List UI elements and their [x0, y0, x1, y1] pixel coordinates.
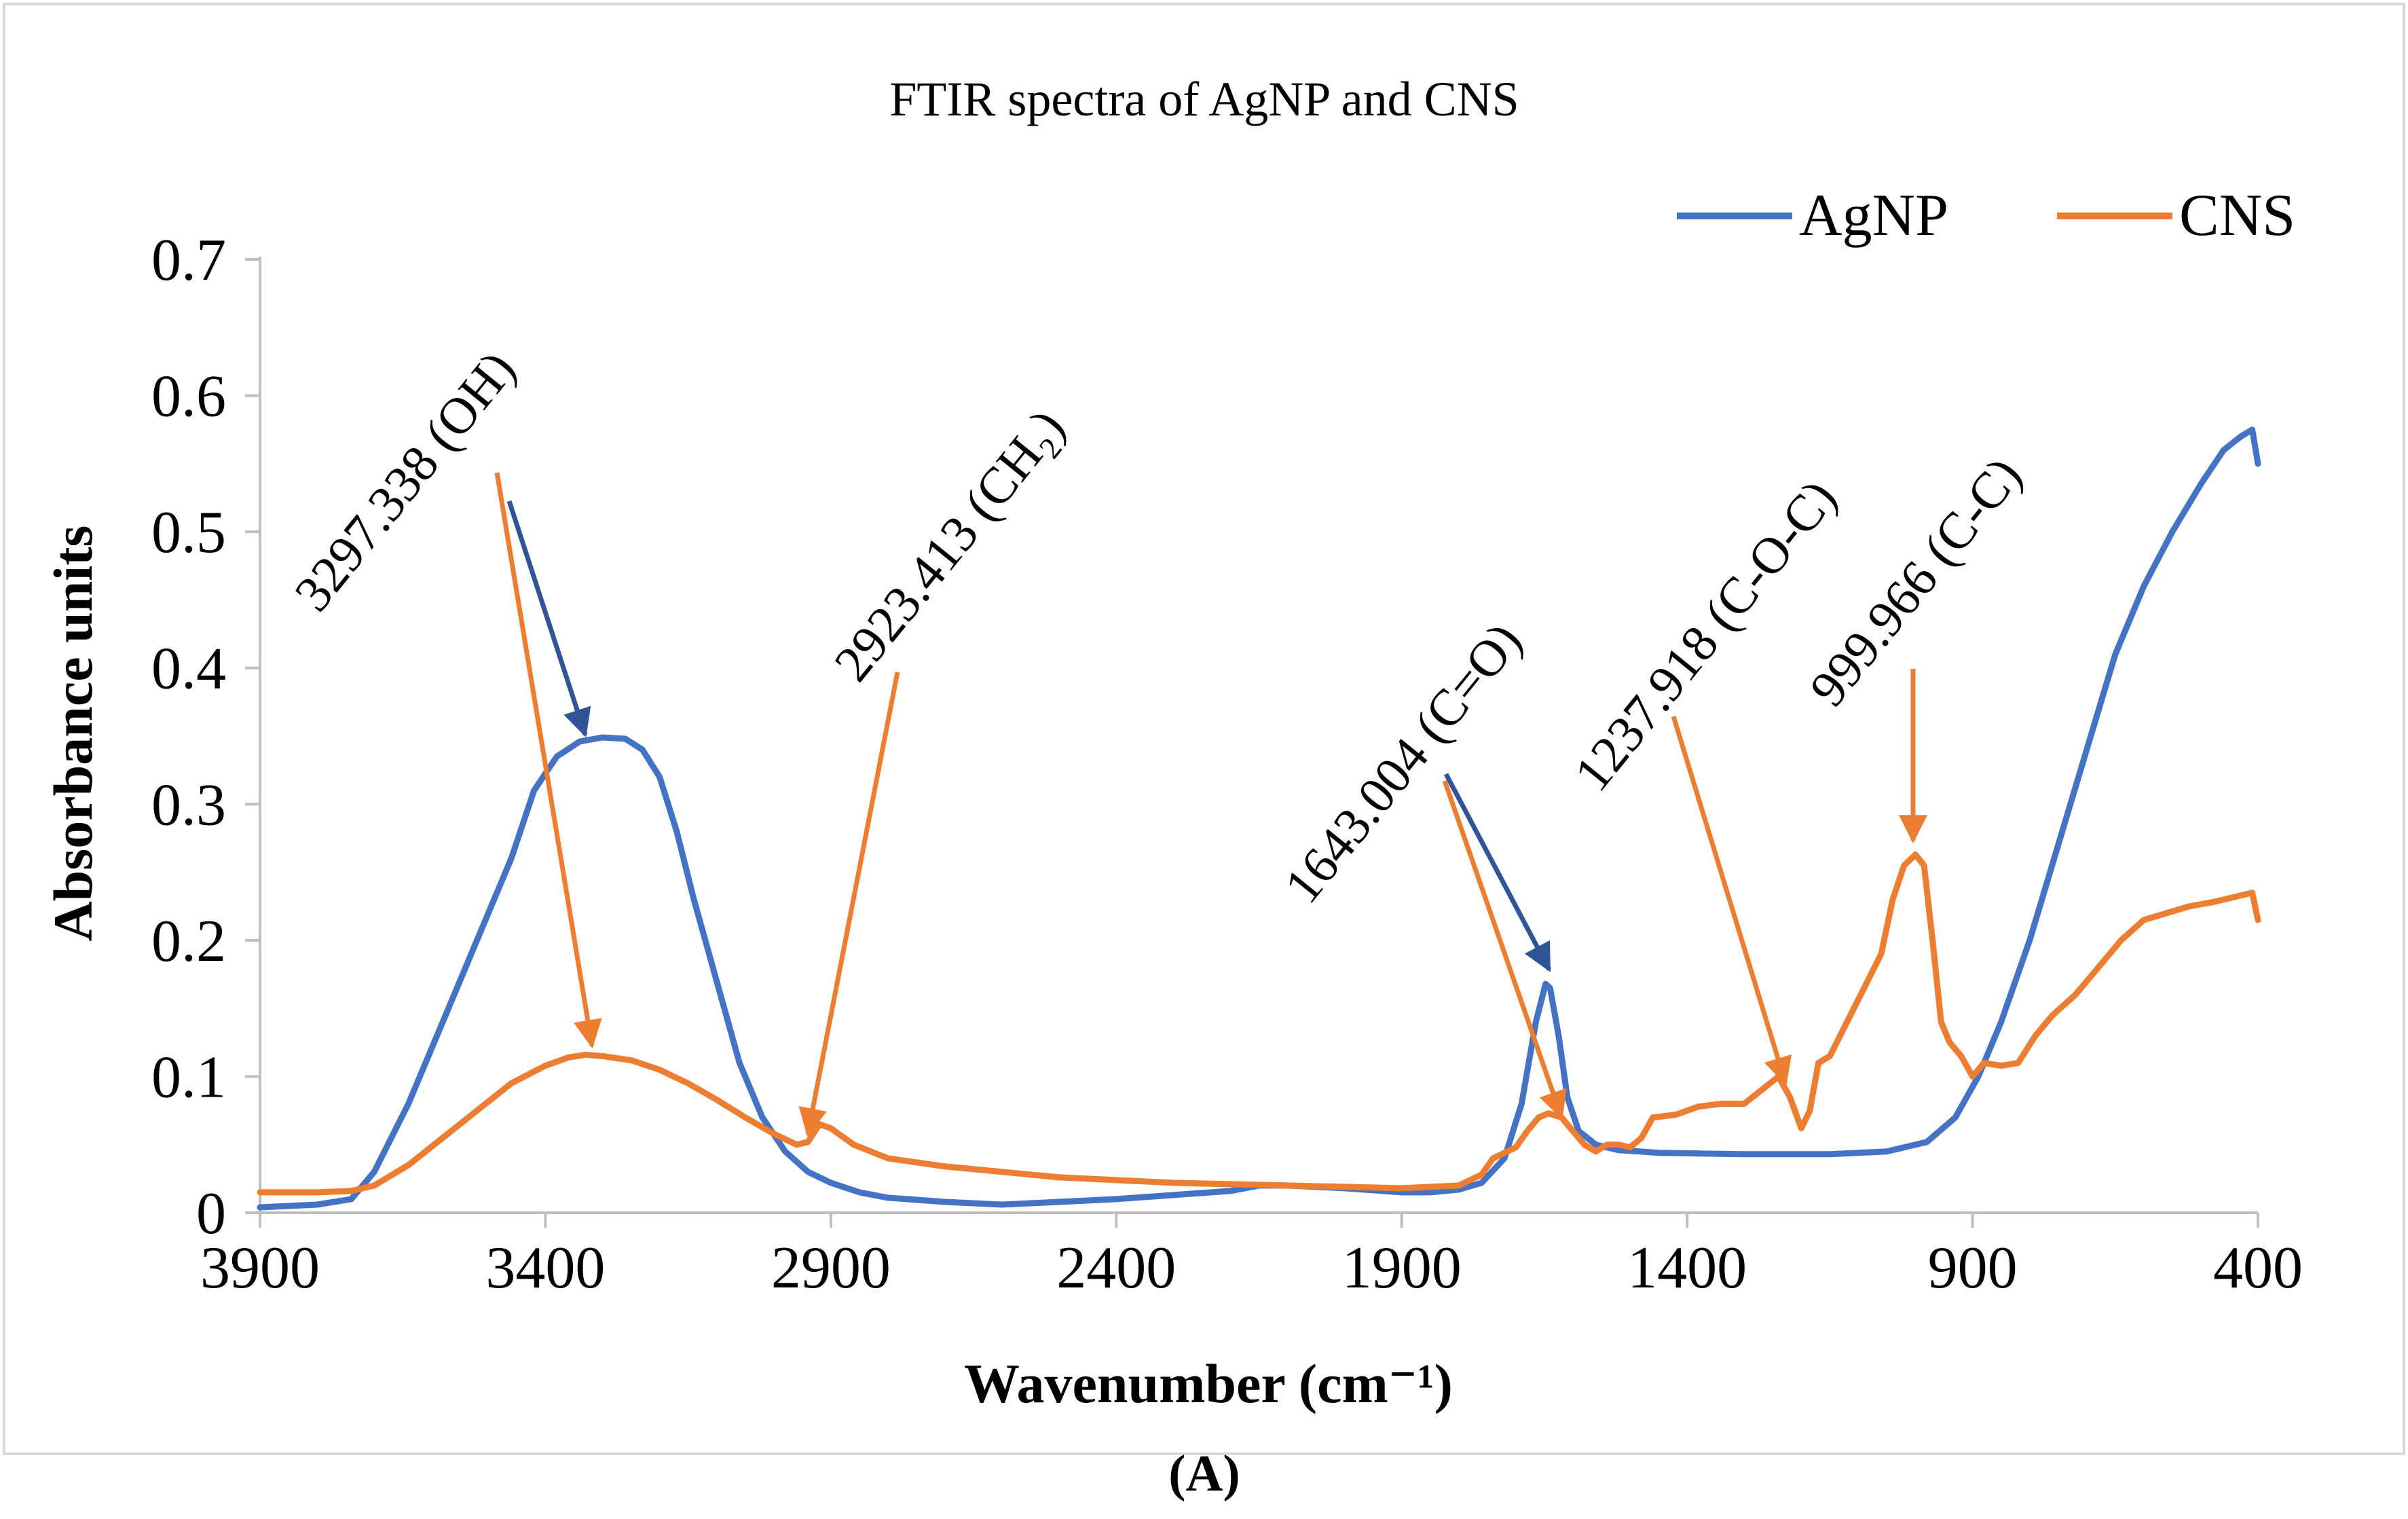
y-tick-label: 0.1 [151, 1044, 226, 1110]
x-tick-label: 2900 [771, 1235, 891, 1301]
annotation-arrow [494, 472, 602, 1049]
chart-title: FTIR spectra of AgNP and CNS [889, 72, 1519, 126]
x-tick-label: 3400 [485, 1235, 605, 1301]
x-tick-label: 3900 [200, 1235, 320, 1301]
y-tick-label: 0.7 [151, 227, 226, 293]
x-axis-title: Wavenumber (cm⁻¹) [964, 1353, 1453, 1414]
legend-label-agnp: AgNP [1799, 183, 1948, 249]
axes [259, 257, 2258, 1214]
y-tick-label: 0.6 [151, 364, 226, 430]
annotation-arrow [506, 500, 591, 737]
annotation-arrow [1442, 780, 1567, 1120]
y-tick-label: 0.3 [151, 772, 226, 838]
annotation-label: 2923.413 (CH₂) [823, 399, 1076, 692]
y-tick-label: 0.5 [151, 500, 226, 566]
x-tick-label: 1900 [1342, 1235, 1462, 1301]
series-line-cns [257, 852, 2261, 1196]
annotation: 1643.004 (C=O) [1274, 612, 1567, 1120]
annotation-layer: 3297.338 (OH) 2923.413 (CH₂) 1643.004 (C=O… [284, 341, 2033, 1137]
annotation-arrow [798, 672, 900, 1137]
x-tick-label: 900 [1928, 1235, 2018, 1301]
y-tick-label: 0 [196, 1181, 226, 1247]
x-tick-label: 400 [2213, 1235, 2303, 1301]
x-tick-label: 1400 [1627, 1235, 1747, 1301]
y-tick-label: 0.4 [151, 636, 226, 702]
annotation-arrow [1443, 773, 1552, 972]
figure-caption: (A) [1168, 1445, 1240, 1502]
legend: AgNP CNS [1677, 183, 2295, 249]
y-axis-title: Absorbance units [42, 526, 104, 942]
annotation-label: 3297.338 (OH) [284, 341, 527, 622]
annotation-arrow [1671, 715, 1792, 1086]
annotation-label: 999.966 (C-C) [1799, 447, 2033, 716]
annotation-label: 1237.918 (C-O-C) [1563, 469, 1848, 801]
y-tick-label: 0.2 [151, 909, 226, 974]
annotation: 1237.918 (C-O-C) [1563, 469, 1848, 1086]
x-axis-ticks: 3900 3400 2900 2400 1900 1400 900 400 [200, 1213, 2303, 1301]
annotation: 3297.338 (OH) [284, 341, 602, 1049]
legend-label-cns: CNS [2179, 183, 2295, 249]
x-tick-label: 2400 [1056, 1235, 1176, 1301]
annotation: 2923.413 (CH₂) [798, 399, 1076, 1137]
chart-frame [3, 3, 2405, 1455]
y-axis-ticks: 0 0.1 0.2 0.3 0.4 0.5 0.6 0.7 [151, 227, 260, 1247]
series-layer [257, 426, 2261, 1211]
